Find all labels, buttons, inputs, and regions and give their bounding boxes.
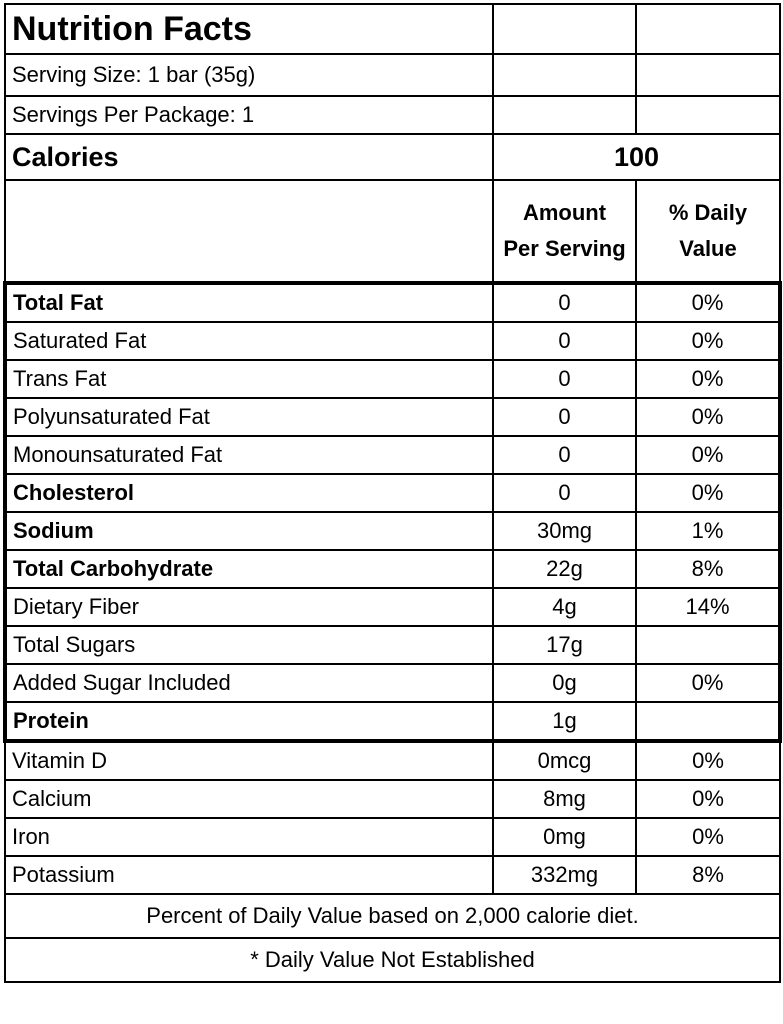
nutrient-amount: 4g (492, 587, 637, 627)
nutrient-name: Dietary Fiber (3, 587, 494, 627)
servings-per-package: Servings Per Package: 1 (4, 95, 494, 135)
column-header-row: Amount Per Serving % Daily Value (4, 179, 781, 284)
empty-cell (635, 53, 781, 97)
nutrient-row: Total Carbohydrate 22g 8% (3, 549, 782, 589)
nutrient-daily-value: 1% (635, 511, 782, 551)
nutrient-daily-value: 0% (635, 663, 782, 703)
mineral-name: Potassium (4, 855, 494, 895)
nutrient-amount: 0 (492, 435, 637, 475)
mineral-row: Potassium 332mg 8% (4, 855, 781, 895)
empty-cell (635, 3, 781, 55)
nutrient-daily-value: 0% (635, 281, 782, 323)
nutrient-row: Total Fat 0 0% (3, 281, 782, 323)
nutrient-daily-value: 0% (635, 473, 782, 513)
mineral-daily-value: 0% (635, 817, 781, 857)
mineral-daily-value: 0% (635, 779, 781, 819)
amount-header-line2: Per Serving (503, 236, 626, 261)
calories-row: Calories 100 (4, 133, 781, 181)
nutrient-row: Sodium 30mg 1% (3, 511, 782, 551)
nutrient-name: Added Sugar Included (3, 663, 494, 703)
mineral-name: Vitamin D (4, 740, 494, 781)
nutrient-name: Total Sugars (3, 625, 494, 665)
nutrient-daily-value: 0% (635, 435, 782, 475)
mineral-row: Calcium 8mg 0% (4, 779, 781, 819)
nutrient-name: Protein (3, 701, 494, 743)
nutrient-daily-value: 8% (635, 549, 782, 589)
dv-header-line1: % Daily (668, 200, 748, 225)
nutrient-row: Saturated Fat 0 0% (3, 321, 782, 361)
daily-value-header: % Daily Value (635, 179, 781, 284)
nutrient-amount: 0g (492, 663, 637, 703)
nutrient-amount: 0 (492, 321, 637, 361)
nutrient-amount: 1g (492, 701, 637, 743)
nutrient-name: Sodium (3, 511, 494, 551)
footer-note-row: Percent of Daily Value based on 2,000 ca… (4, 893, 781, 939)
empty-cell (492, 53, 637, 97)
nutrient-name: Polyunsaturated Fat (3, 397, 494, 437)
nutrient-name: Trans Fat (3, 359, 494, 399)
nutrient-amount: 0 (492, 281, 637, 323)
mineral-amount: 332mg (492, 855, 637, 895)
empty-cell (4, 179, 494, 284)
label-title: Nutrition Facts (4, 3, 494, 55)
daily-value-note: Percent of Daily Value based on 2,000 ca… (4, 893, 781, 939)
mineral-row: Vitamin D 0mcg 0% (4, 740, 781, 781)
mineral-amount: 0mg (492, 817, 637, 857)
empty-cell (492, 95, 637, 135)
amount-per-serving-header: Amount Per Serving (492, 179, 637, 284)
nutrient-name: Total Carbohydrate (3, 549, 494, 589)
nutrient-daily-value: 14% (635, 587, 782, 627)
nutrient-amount: 17g (492, 625, 637, 665)
servings-per-package-row: Servings Per Package: 1 (4, 95, 781, 135)
daily-value-not-established-note: * Daily Value Not Established (4, 937, 781, 983)
nutrient-amount: 0 (492, 397, 637, 437)
amount-header-line1: Amount (522, 200, 607, 225)
nutrient-name: Cholesterol (3, 473, 494, 513)
nutrient-amount: 0 (492, 473, 637, 513)
footer-asterisk-row: * Daily Value Not Established (4, 937, 781, 983)
mineral-daily-value: 8% (635, 855, 781, 895)
mineral-name: Calcium (4, 779, 494, 819)
nutrient-row: Cholesterol 0 0% (3, 473, 782, 513)
nutrient-amount: 0 (492, 359, 637, 399)
serving-size: Serving Size: 1 bar (35g) (4, 53, 494, 97)
empty-cell (635, 95, 781, 135)
dv-header-line2: Value (679, 236, 737, 261)
calories-value: 100 (492, 133, 781, 181)
nutrient-name: Monounsaturated Fat (3, 435, 494, 475)
nutrient-amount: 22g (492, 549, 637, 589)
nutrient-row: Total Sugars 17g (3, 625, 782, 665)
nutrient-amount: 30mg (492, 511, 637, 551)
nutrient-row: Dietary Fiber 4g 14% (3, 587, 782, 627)
nutrient-row: Monounsaturated Fat 0 0% (3, 435, 782, 475)
nutrient-name: Saturated Fat (3, 321, 494, 361)
mineral-amount: 8mg (492, 779, 637, 819)
serving-size-row: Serving Size: 1 bar (35g) (4, 53, 781, 97)
nutrient-row: Trans Fat 0 0% (3, 359, 782, 399)
nutrient-row: Added Sugar Included 0g 0% (3, 663, 782, 703)
mineral-name: Iron (4, 817, 494, 857)
mineral-daily-value: 0% (635, 740, 781, 781)
nutrient-row: Protein 1g (3, 701, 782, 743)
nutrient-row: Polyunsaturated Fat 0 0% (3, 397, 782, 437)
nutrient-daily-value (635, 701, 782, 743)
mineral-amount: 0mcg (492, 740, 637, 781)
nutrient-daily-value (635, 625, 782, 665)
mineral-row: Iron 0mg 0% (4, 817, 781, 857)
empty-cell (492, 3, 637, 55)
calories-label: Calories (4, 133, 494, 181)
nutrition-facts-table: Nutrition Facts Serving Size: 1 bar (35g… (3, 3, 782, 983)
nutrient-daily-value: 0% (635, 321, 782, 361)
nutrient-daily-value: 0% (635, 397, 782, 437)
nutrient-name: Total Fat (3, 281, 494, 323)
nutrient-daily-value: 0% (635, 359, 782, 399)
title-row: Nutrition Facts (4, 3, 781, 55)
